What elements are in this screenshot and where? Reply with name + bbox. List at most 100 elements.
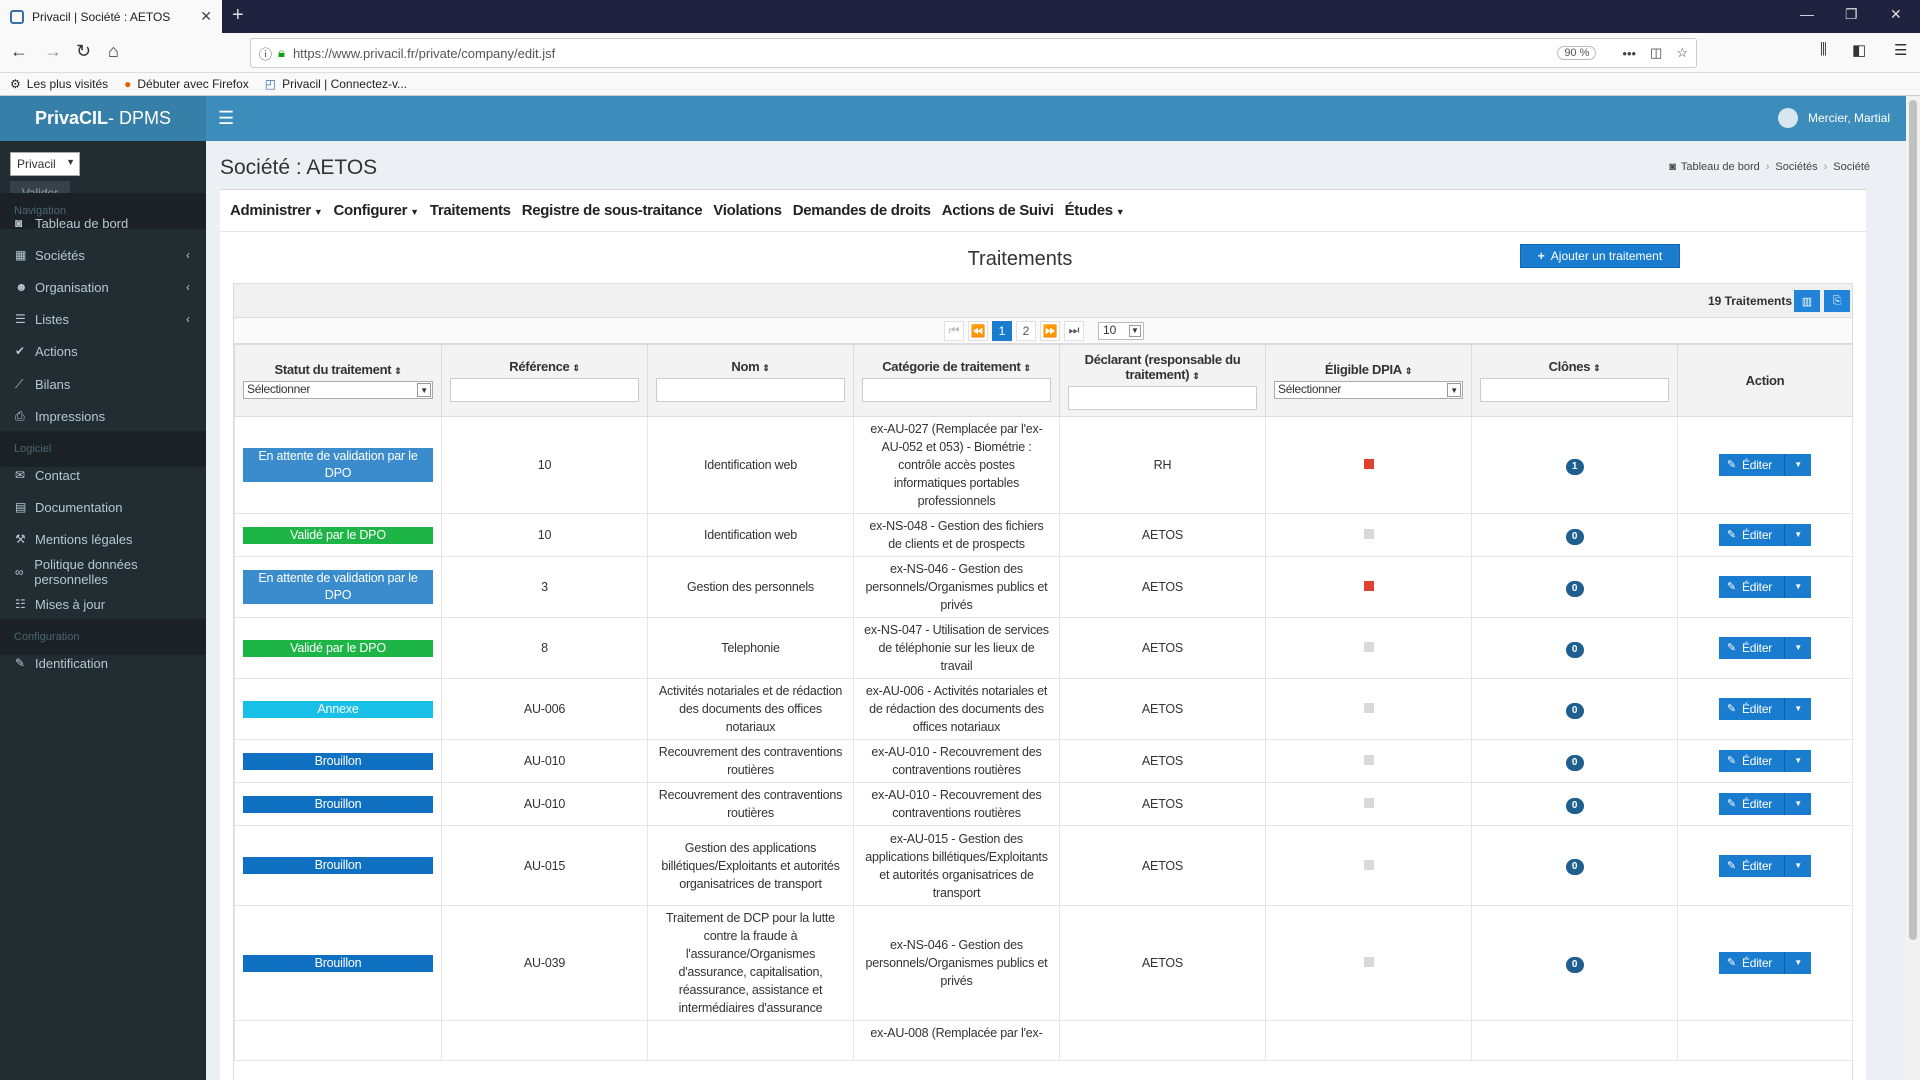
menu-actions-de-suivi[interactable]: Actions de Suivi [941, 202, 1054, 219]
minimize-icon[interactable]: — [1800, 6, 1814, 22]
edit-dropdown-icon[interactable]: ▼ [1785, 793, 1812, 815]
url-bar[interactable]: ⓘ 🔒︎ https://www.privacil.fr/private/com… [250, 38, 1697, 68]
sort-icon[interactable]: ⇕ [762, 363, 770, 373]
col-name[interactable]: Nom ⇕ [647, 344, 854, 417]
sidebar-item-listes[interactable]: ☰ Listes ‹ [0, 300, 206, 338]
edit-dropdown-icon[interactable]: ▼ [1785, 524, 1812, 546]
company-select[interactable]: Privacil ▼ [10, 152, 80, 176]
sort-icon[interactable]: ⇕ [1023, 363, 1032, 373]
pocket-icon[interactable]: ◫ [1650, 45, 1663, 60]
edit-dropdown-icon[interactable]: ▼ [1785, 698, 1812, 720]
table-row[interactable]: Brouillon AU-010 Recouvrement des contrave… [234, 782, 1853, 826]
bookmark-privacil[interactable]: ◰ Privacil | Connectez-v... [264, 77, 408, 91]
sidebar-toggle-icon[interactable]: ◧ [1852, 42, 1867, 59]
edit-dropdown-icon[interactable]: ▼ [1785, 576, 1812, 598]
edit-dropdown-icon[interactable]: ▼ [1785, 637, 1812, 659]
table-row[interactable]: En attente de validation par le DPO 3 Gest… [234, 556, 1853, 618]
more-icon[interactable]: ••• [1622, 45, 1637, 61]
table-row[interactable]: Validé par le DPO 10 Identification web ex-… [234, 513, 1853, 557]
prev-page-icon[interactable]: ⏪ [968, 320, 988, 341]
table-row[interactable]: Brouillon AU-015 Gestion des applications … [234, 825, 1853, 906]
declarant-filter-input[interactable] [1068, 385, 1257, 410]
table-row[interactable]: ex-AU-008 (Remplacée par l'ex- [234, 1020, 1853, 1061]
page-2[interactable]: 2 [1016, 320, 1036, 341]
edit-button[interactable]: ✎ Éditer [1718, 750, 1786, 772]
clones-filter-input[interactable] [1480, 378, 1669, 402]
menu-registre-de-sous-traitance[interactable]: Registre de sous-traitance [521, 202, 703, 219]
table-row[interactable]: Validé par le DPO 8 Telephonie ex-NS-047 - … [234, 617, 1853, 679]
dpia-filter-select[interactable]: Sélectionner ▼ [1274, 381, 1463, 399]
sidebar-toggle-icon[interactable]: ☰ [218, 108, 235, 128]
breadcrumb-companies[interactable]: Sociétés [1775, 161, 1818, 173]
zoom-level[interactable]: 90 % [1557, 46, 1597, 60]
breadcrumb-dashboard[interactable]: Tableau de bord [1680, 161, 1760, 173]
sidebar-item-organisation[interactable]: ☻ Organisation ‹ [0, 268, 206, 306]
edit-button[interactable]: ✎ Éditer [1718, 854, 1786, 877]
sidebar-item-identification[interactable]: ✎ Identification [0, 644, 206, 682]
first-page-icon[interactable]: ⏮ [944, 320, 964, 341]
sidebar-item-contact[interactable]: ✉ Contact [0, 456, 206, 494]
col-dpia[interactable]: Éligible DPIA ⇕ Sélectionner ▼ [1265, 344, 1472, 417]
name-filter-input[interactable] [656, 378, 845, 402]
edit-button[interactable]: ✎ Éditer [1718, 698, 1786, 720]
app-logo[interactable]: PrivaCIL - DPMS [0, 96, 206, 141]
info-icon[interactable]: ⓘ [259, 46, 273, 62]
col-category[interactable]: Catégorie de traitement ⇕ [853, 344, 1060, 417]
forward-icon[interactable]: → [44, 41, 62, 61]
sidebar-item-mentions-legales[interactable]: ⚒ Mentions légales [0, 520, 206, 558]
col-status[interactable]: Statut du traitement ⇕ Sélectionner ▼ [234, 344, 442, 417]
table-row[interactable]: Brouillon AU-039 Traitement de DCP pour la… [234, 905, 1853, 1021]
home-icon[interactable]: ⌂ [108, 41, 119, 61]
new-tab-icon[interactable]: + [232, 4, 244, 26]
sidebar-item-documentation[interactable]: ▤ Documentation [0, 488, 206, 526]
sort-icon[interactable]: ⇕ [1593, 363, 1601, 373]
user-menu[interactable]: Mercier, Martial [1777, 108, 1890, 128]
menu-violations[interactable]: Violations [713, 202, 782, 219]
table-row[interactable]: En attente de validation par le DPO 10 Ide… [234, 416, 1853, 514]
bookmark-most-visited[interactable]: ⚙ Les plus visités [10, 77, 109, 91]
sort-icon[interactable]: ⇕ [1404, 366, 1413, 376]
export-icon[interactable]: ⎘ [1824, 290, 1850, 312]
add-treatment-button[interactable]: + Ajouter un traitement [1520, 244, 1680, 268]
sort-icon[interactable]: ⇕ [1192, 370, 1200, 381]
menu-administrer[interactable]: Administrer ▼ [230, 202, 323, 219]
star-icon[interactable]: ☆ [1676, 45, 1688, 60]
edit-button[interactable]: ✎ Éditer [1718, 793, 1786, 815]
edit-dropdown-icon[interactable]: ▼ [1785, 454, 1812, 476]
scrollbar-thumb[interactable] [1909, 100, 1917, 940]
sidebar-item-impressions[interactable]: ⎙ Impressions [0, 397, 206, 435]
menu-icon[interactable]: ☰ [1894, 42, 1908, 59]
edit-dropdown-icon[interactable]: ▼ [1785, 750, 1812, 772]
menu-etudes[interactable]: Études ▼ [1064, 202, 1125, 219]
edit-dropdown-icon[interactable]: ▼ [1785, 854, 1812, 877]
col-reference[interactable]: Référence ⇕ [441, 344, 648, 417]
sidebar-item-politique-donnees-personnelles[interactable]: ∞ Politique données personnelles [0, 553, 206, 591]
restore-icon[interactable]: ❐ [1845, 6, 1858, 22]
col-declarant[interactable]: Déclarant (responsable du traitement) ⇕ [1059, 344, 1266, 417]
table-row[interactable]: Annexe AU-006 Activités notariales et de r… [234, 678, 1853, 740]
library-icon[interactable]: ⫼ [1820, 41, 1827, 58]
edit-button[interactable]: ✎ Éditer [1718, 637, 1786, 659]
table-row[interactable]: Brouillon AU-010 Recouvrement des contrave… [234, 739, 1853, 783]
browser-tab[interactable]: Privacil | Société : AETOS ✕ [0, 0, 222, 33]
reference-filter-input[interactable] [450, 378, 639, 402]
col-clones[interactable]: Clônes ⇕ [1471, 344, 1678, 417]
edit-button[interactable]: ✎ Éditer [1718, 576, 1786, 598]
edit-button[interactable]: ✎ Éditer [1718, 952, 1786, 974]
sidebar-item-tableau-de-bord[interactable]: ◙ Tableau de bord [0, 204, 206, 242]
close-window-icon[interactable]: ✕ [1890, 6, 1902, 22]
sort-icon[interactable]: ⇕ [572, 363, 580, 373]
sort-icon[interactable]: ⇕ [394, 366, 402, 376]
edit-button[interactable]: ✎ Éditer [1718, 454, 1786, 476]
menu-demandes-de-droits[interactable]: Demandes de droits [792, 202, 931, 219]
last-page-icon[interactable]: ⏭ [1064, 320, 1084, 341]
page-scrollbar[interactable] [1906, 96, 1920, 1080]
columns-toggle-icon[interactable]: ▥ [1794, 290, 1820, 312]
sidebar-item-societes[interactable]: ▦ Sociétés ‹ [0, 236, 206, 274]
edit-dropdown-icon[interactable]: ▼ [1785, 952, 1812, 974]
reload-icon[interactable]: ↻ [76, 41, 92, 61]
sidebar-item-actions[interactable]: ✔ Actions [0, 332, 206, 370]
category-filter-input[interactable] [862, 378, 1051, 402]
page-1[interactable]: 1 [992, 320, 1012, 341]
edit-button[interactable]: ✎ Éditer [1718, 524, 1786, 546]
